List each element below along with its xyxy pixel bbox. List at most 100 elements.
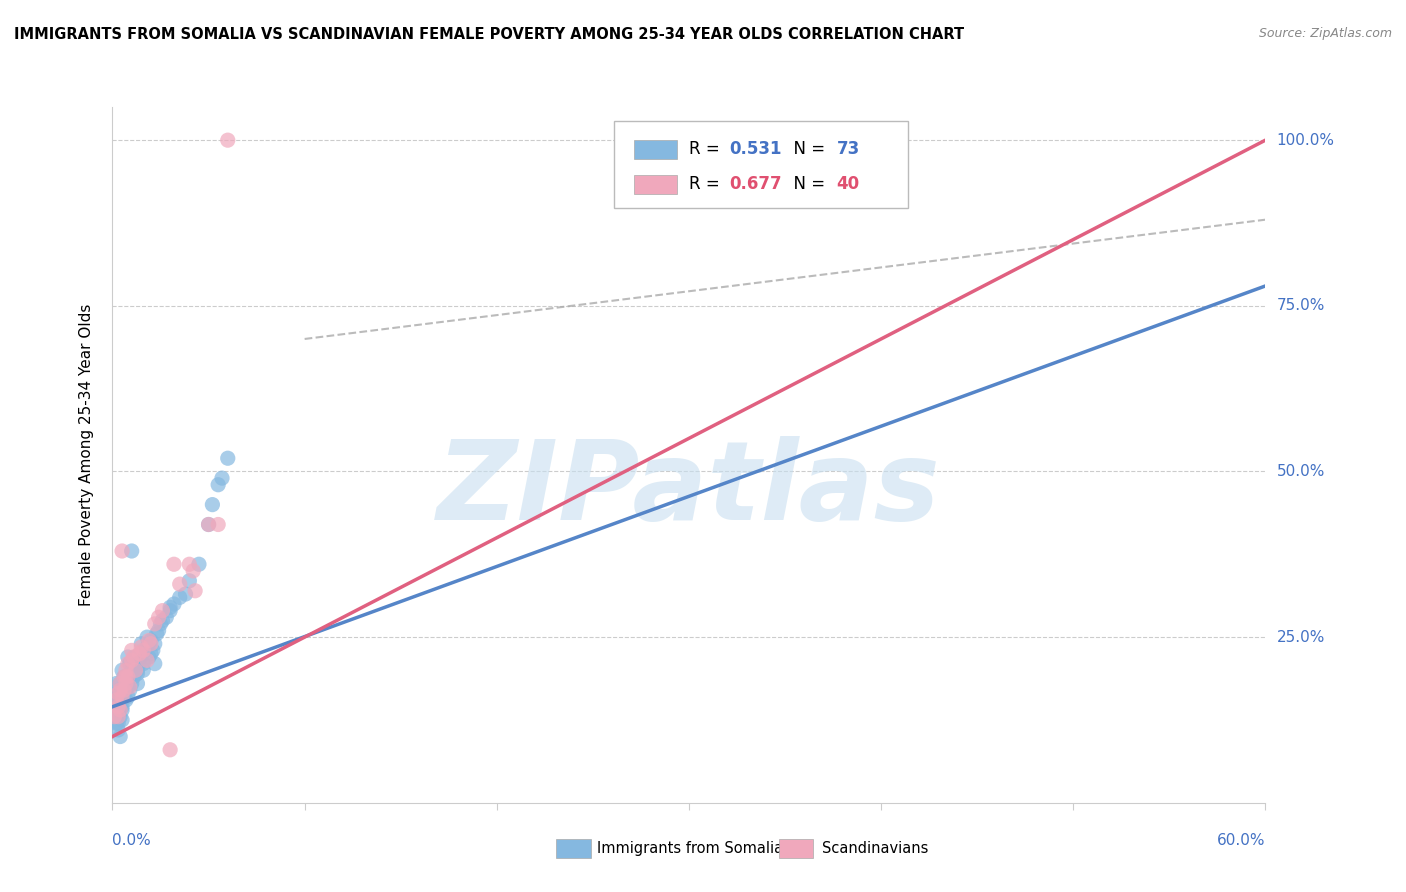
Point [124, 650, 146, 665]
Point [115, 676, 138, 690]
FancyBboxPatch shape [557, 839, 591, 858]
Point [111, 544, 134, 558]
Point [112, 680, 135, 694]
Point [132, 643, 155, 657]
Point [181, 564, 204, 578]
Point [217, 133, 239, 147]
Point [107, 709, 129, 723]
Point [112, 670, 135, 684]
Point [159, 600, 181, 615]
Point [152, 614, 174, 628]
Point [107, 716, 129, 731]
Point [105, 706, 128, 721]
Point [148, 624, 170, 638]
Point [108, 676, 131, 690]
Point [111, 690, 134, 704]
Point [127, 676, 149, 690]
Point [211, 471, 233, 485]
Point [108, 709, 131, 723]
Text: 0.677: 0.677 [730, 175, 782, 194]
Text: N =: N = [783, 140, 831, 159]
Point [107, 703, 129, 717]
Point [117, 657, 139, 671]
Y-axis label: Female Poverty Among 25-34 Year Olds: Female Poverty Among 25-34 Year Olds [79, 304, 94, 606]
Point [127, 663, 149, 677]
Point [128, 647, 150, 661]
Point [115, 683, 138, 698]
Text: R =: R = [689, 175, 725, 194]
Text: IMMIGRANTS FROM SOMALIA VS SCANDINAVIAN FEMALE POVERTY AMONG 25-34 YEAR OLDS COR: IMMIGRANTS FROM SOMALIA VS SCANDINAVIAN … [14, 27, 965, 42]
FancyBboxPatch shape [779, 839, 814, 858]
Text: Scandinavians: Scandinavians [821, 840, 928, 855]
Point [136, 653, 159, 667]
Point [179, 574, 201, 588]
Text: N =: N = [783, 175, 831, 194]
Point [105, 676, 128, 690]
Point [108, 703, 131, 717]
Point [107, 709, 129, 723]
Point [122, 650, 145, 665]
Point [112, 670, 135, 684]
Point [108, 676, 131, 690]
Point [132, 663, 155, 677]
Point [124, 663, 146, 677]
Text: 40: 40 [837, 175, 859, 194]
Text: 0.0%: 0.0% [112, 833, 152, 848]
Point [217, 451, 239, 466]
FancyBboxPatch shape [634, 140, 678, 159]
Point [105, 690, 128, 704]
Point [163, 558, 186, 572]
Point [117, 690, 139, 704]
Point [107, 686, 129, 700]
Point [207, 477, 229, 491]
Point [184, 583, 207, 598]
Point [111, 699, 134, 714]
Point [145, 627, 167, 641]
Text: 73: 73 [837, 140, 859, 159]
Point [117, 680, 139, 694]
Point [159, 743, 181, 757]
Point [159, 604, 181, 618]
Point [108, 699, 131, 714]
Point [152, 604, 174, 618]
Point [108, 683, 131, 698]
Point [108, 683, 131, 698]
Point [129, 650, 153, 665]
FancyBboxPatch shape [614, 121, 908, 208]
Point [103, 709, 125, 723]
Point [134, 643, 156, 657]
Point [103, 699, 125, 714]
Text: ZIPatlas: ZIPatlas [437, 436, 941, 543]
Point [103, 709, 125, 723]
Point [117, 673, 139, 688]
Point [118, 680, 141, 694]
Point [117, 670, 139, 684]
Point [107, 723, 129, 737]
Point [136, 640, 159, 654]
Text: 25.0%: 25.0% [1277, 630, 1324, 645]
Point [132, 657, 155, 671]
Text: 60.0%: 60.0% [1218, 833, 1265, 848]
Point [105, 716, 128, 731]
Point [174, 587, 197, 601]
Point [138, 650, 160, 665]
Point [117, 650, 139, 665]
Point [136, 630, 159, 644]
Point [188, 558, 211, 572]
Point [115, 670, 138, 684]
Point [118, 683, 141, 698]
Point [118, 657, 141, 671]
Point [115, 670, 138, 684]
Point [149, 616, 172, 631]
Point [143, 616, 166, 631]
Point [129, 637, 153, 651]
Point [107, 697, 129, 711]
Point [122, 670, 145, 684]
Point [121, 544, 143, 558]
Point [179, 558, 201, 572]
Point [201, 498, 224, 512]
Text: Immigrants from Somalia: Immigrants from Somalia [596, 840, 783, 855]
Point [108, 730, 131, 744]
Point [127, 666, 149, 681]
Point [143, 657, 166, 671]
